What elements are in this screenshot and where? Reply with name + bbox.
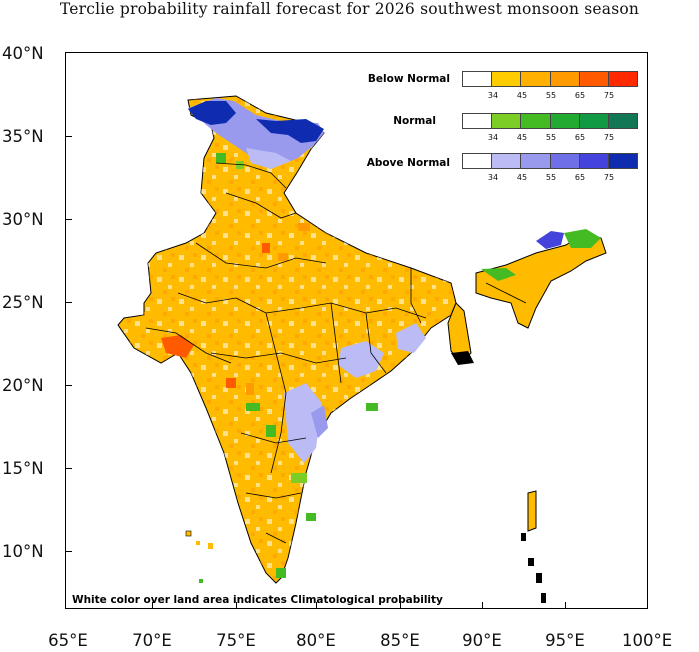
legend-tick: 75 bbox=[603, 91, 615, 100]
x-tickmark bbox=[316, 602, 317, 609]
x-tickmark bbox=[482, 602, 483, 609]
northeast-india bbox=[475, 232, 607, 329]
map-plot-area: Below Normal 34 45 55 65 75 Normal 34 45… bbox=[65, 52, 648, 609]
legend-tick: 65 bbox=[574, 91, 586, 100]
legend-above-normal-label: Above Normal bbox=[366, 157, 450, 169]
x-tickmark bbox=[152, 602, 153, 609]
lon-label-95: 95°E bbox=[545, 631, 585, 650]
lon-label-70: 70°E bbox=[132, 631, 172, 650]
lon-label-75: 75°E bbox=[216, 631, 256, 650]
y-tickmark bbox=[65, 219, 72, 220]
lat-label-40: 40°N bbox=[2, 44, 44, 63]
legend-tick: 65 bbox=[574, 133, 586, 142]
legend-tick: 75 bbox=[603, 173, 615, 182]
lat-label-20: 20°N bbox=[2, 376, 44, 395]
x-tickmark bbox=[236, 602, 237, 609]
x-tickmark bbox=[565, 602, 566, 609]
legend-above-normal-bar bbox=[462, 153, 638, 169]
central-india-above-normal bbox=[338, 341, 384, 378]
lon-label-80: 80°E bbox=[296, 631, 336, 650]
y-tickmark bbox=[65, 385, 72, 386]
legend-tick: 34 bbox=[487, 91, 499, 100]
gujarat-high-below-normal bbox=[161, 335, 194, 358]
lat-label-10: 10°N bbox=[2, 542, 44, 561]
lon-label-85: 85°E bbox=[380, 631, 420, 650]
y-tickmark bbox=[65, 302, 72, 303]
x-tickmark bbox=[400, 602, 401, 609]
y-tickmark bbox=[65, 468, 72, 469]
legend-below-normal-bar bbox=[462, 71, 638, 87]
legend-tick: 45 bbox=[516, 133, 528, 142]
legend-tick: 65 bbox=[574, 173, 586, 182]
lat-label-15: 15°N bbox=[2, 459, 44, 478]
lon-label-90: 90°E bbox=[462, 631, 502, 650]
andaman-islands bbox=[527, 490, 537, 532]
lon-label-65: 65°E bbox=[48, 631, 88, 650]
lat-label-25: 25°N bbox=[2, 293, 44, 312]
lon-label-100: 100°E bbox=[622, 631, 673, 650]
climatological-note: White color over land area indicates Cli… bbox=[72, 594, 443, 606]
legend-tick: 45 bbox=[516, 173, 528, 182]
y-tickmark bbox=[65, 136, 72, 137]
legend-tick: 75 bbox=[603, 133, 615, 142]
legend-below-normal-label: Below Normal bbox=[367, 73, 450, 85]
legend-tick: 34 bbox=[487, 173, 499, 182]
map-title: Terclie probability rainfall forecast fo… bbox=[59, 0, 640, 18]
lat-label-30: 30°N bbox=[2, 210, 44, 229]
legend-normal-bar bbox=[462, 113, 638, 129]
legend-tick: 34 bbox=[487, 133, 499, 142]
legend-tick: 55 bbox=[545, 173, 557, 182]
india-map bbox=[117, 95, 607, 603]
lat-label-35: 35°N bbox=[2, 127, 44, 146]
legend-tick: 45 bbox=[516, 91, 528, 100]
legend-tick: 55 bbox=[545, 133, 557, 142]
legend-tick: 55 bbox=[545, 91, 557, 100]
legend-normal-label: Normal bbox=[393, 115, 436, 127]
y-tickmark bbox=[65, 551, 72, 552]
